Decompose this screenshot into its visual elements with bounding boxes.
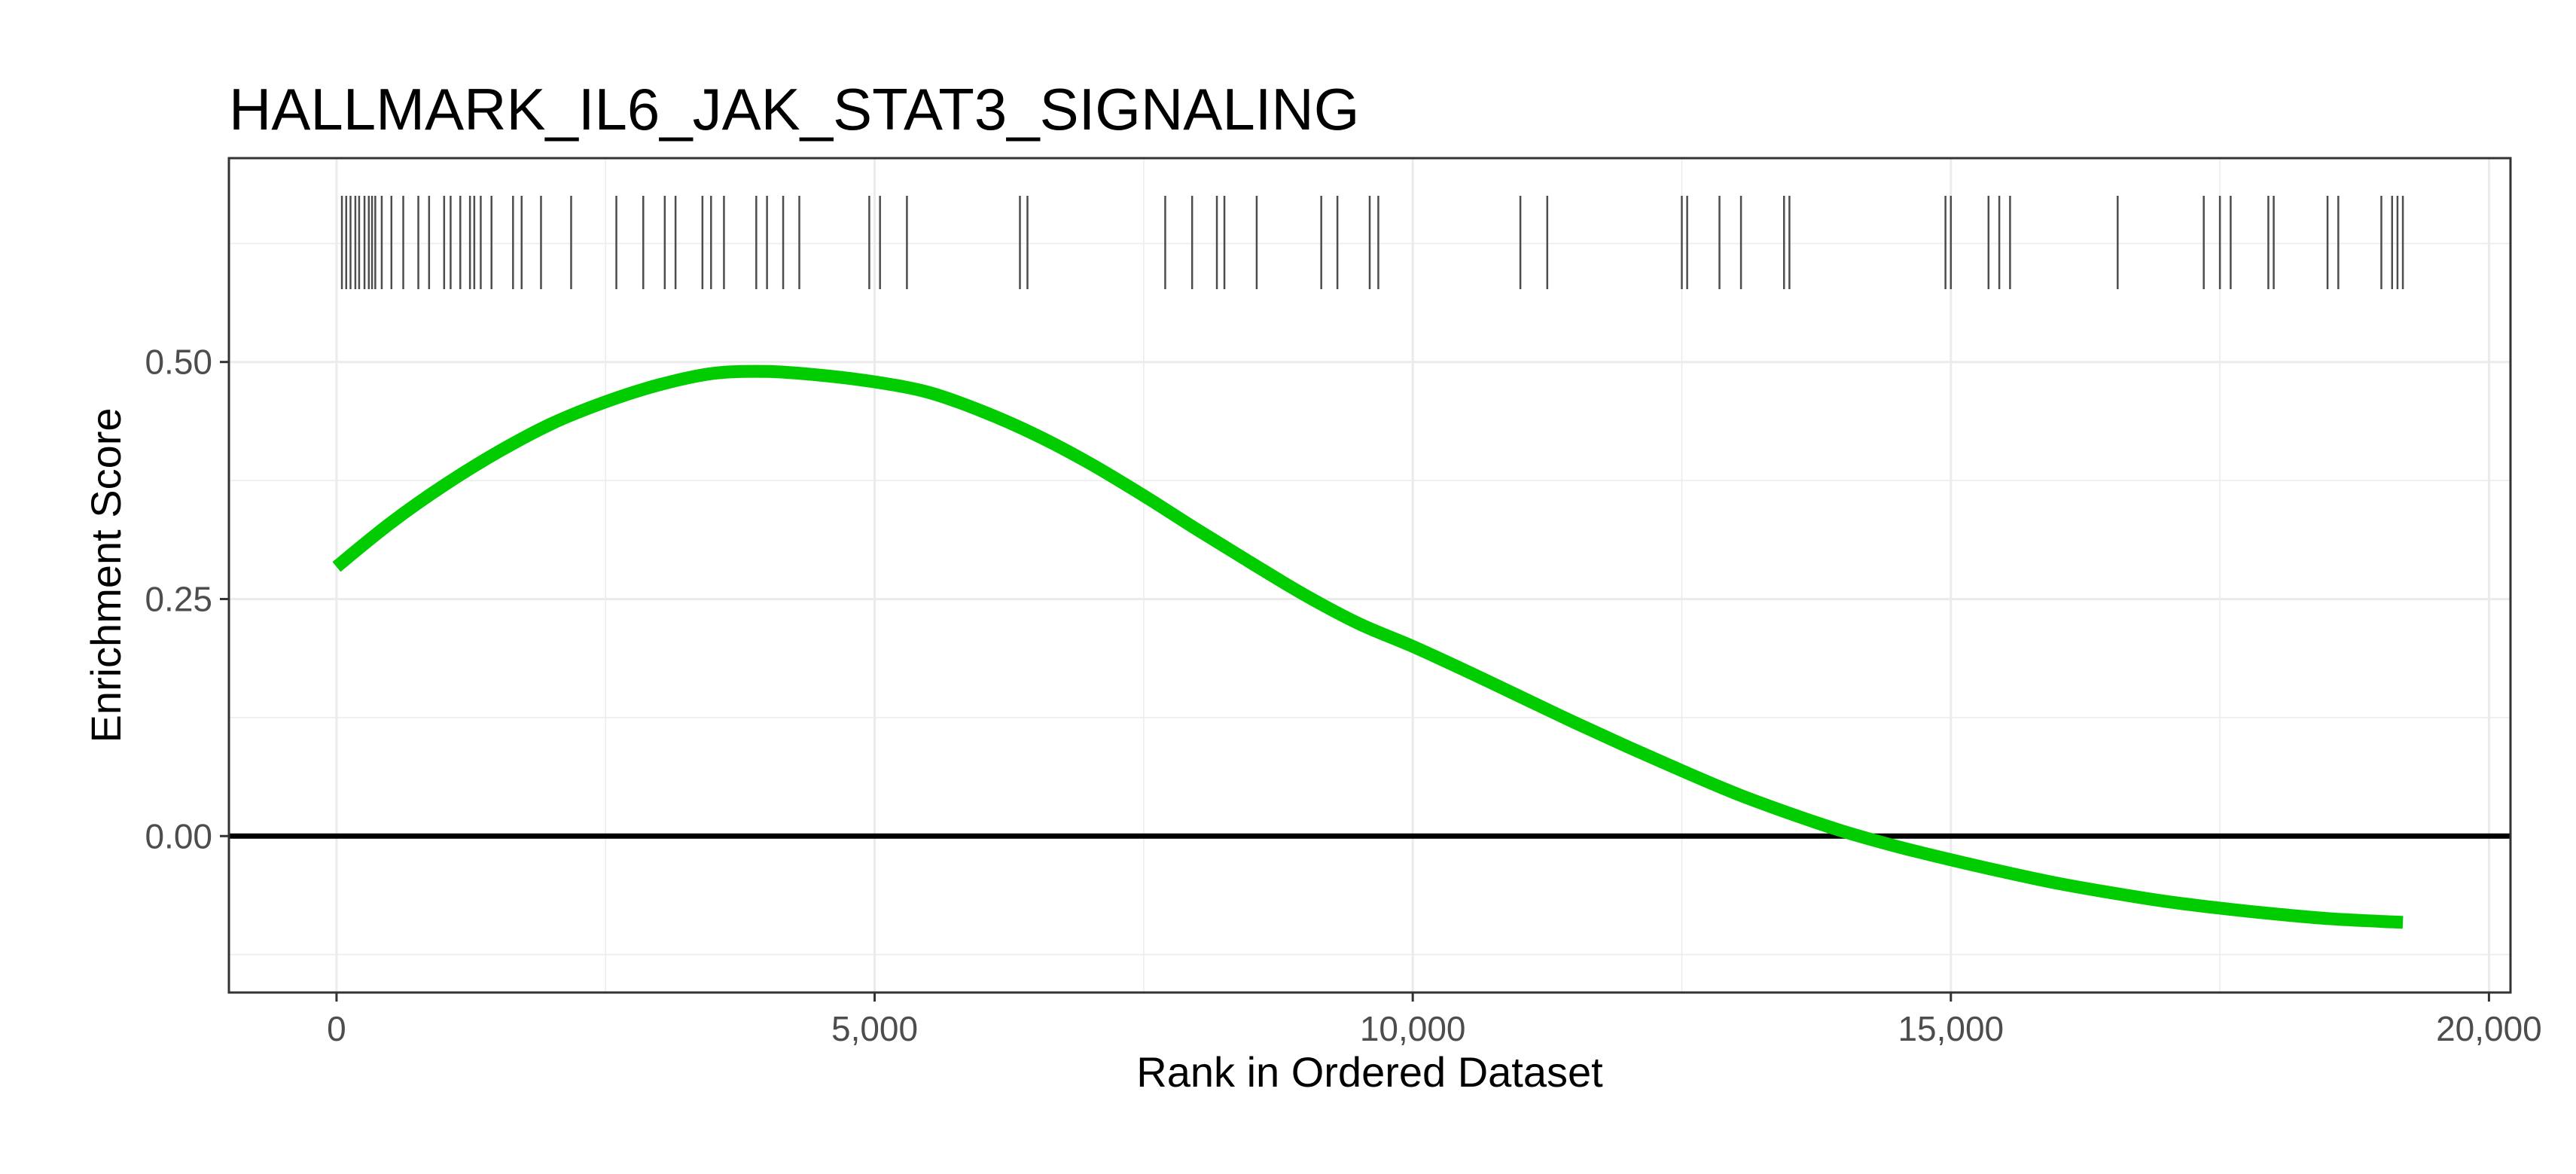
x-tick-label: 0 [327, 1009, 346, 1048]
x-axis: 0 5,000 10,000 15,000 20,000 [327, 993, 2542, 1048]
x-tick-label: 5,000 [831, 1009, 918, 1048]
enrichment-score-curve [332, 364, 2404, 929]
y-axis: 0.00 0.25 0.50 [145, 343, 229, 855]
y-tick-label: 0.50 [145, 343, 212, 382]
gene-hit-ticks [340, 196, 2404, 289]
x-tick-label: 20,000 [2436, 1009, 2542, 1048]
chart-title: HALLMARK_IL6_JAK_STAT3_SIGNALING [229, 76, 1359, 142]
panel-border [227, 157, 2512, 994]
y-tick-label: 0.25 [145, 579, 212, 618]
plot-panel [229, 158, 2510, 993]
y-axis-title: Enrichment Score [82, 407, 130, 743]
x-tick-label: 10,000 [1360, 1009, 1466, 1048]
x-tick-label: 15,000 [1898, 1009, 2004, 1048]
x-axis-title: Rank in Ordered Dataset [1136, 1048, 1603, 1096]
y-tick-label: 0.00 [145, 816, 212, 855]
